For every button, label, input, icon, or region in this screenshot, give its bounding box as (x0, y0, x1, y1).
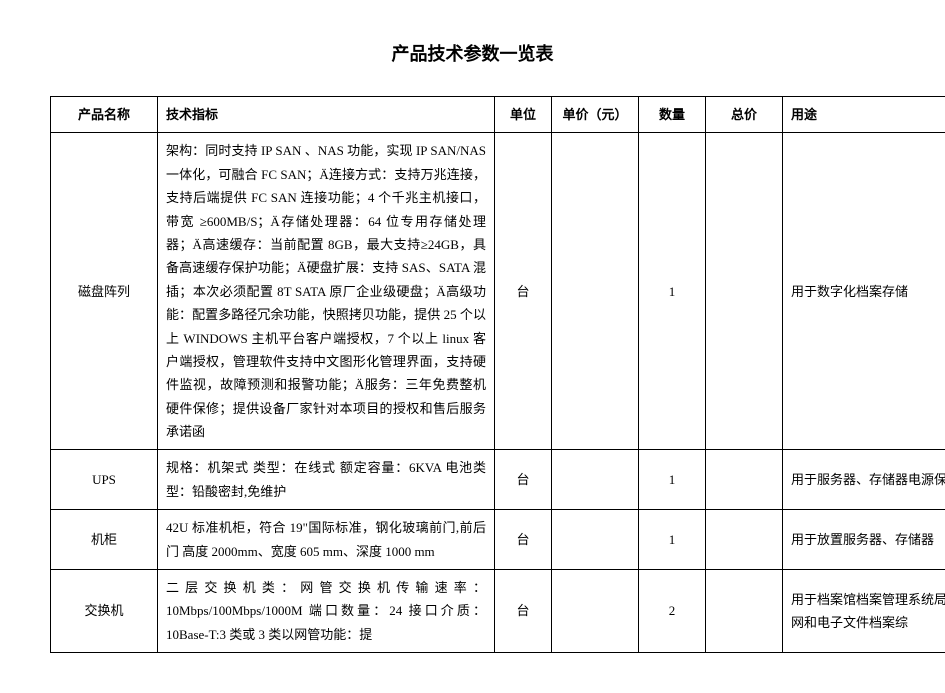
cell-name: 交换机 (51, 570, 158, 653)
table-row: 磁盘阵列 架构：同时支持 IP SAN 、NAS 功能，实现 IP SAN/NA… (51, 133, 945, 450)
cell-price (552, 450, 639, 510)
cell-name: UPS (51, 450, 158, 510)
table-row: 机柜 42U 标准机柜，符合 19"国际标准，钢化玻璃前门,前后门 高度 200… (51, 510, 945, 570)
col-header-price: 单价（元） (552, 97, 639, 133)
cell-qty: 1 (639, 450, 706, 510)
cell-price (552, 510, 639, 570)
cell-qty: 1 (639, 133, 706, 450)
col-header-use: 用途 (783, 97, 945, 133)
cell-use: 用于档案馆档案管理系统局域网和电子文件档案综 (783, 570, 945, 653)
table-row: 交换机 二层交换机类：网管交换机传输速率：10Mbps/100Mbps/1000… (51, 570, 945, 653)
spec-table: 产品名称 技术指标 单位 单价（元） 数量 总价 用途 磁盘阵列 架构：同时支持… (50, 96, 945, 653)
cell-total (706, 510, 783, 570)
col-header-spec: 技术指标 (158, 97, 495, 133)
cell-unit: 台 (495, 133, 552, 450)
col-header-unit: 单位 (495, 97, 552, 133)
cell-total (706, 133, 783, 450)
cell-price (552, 133, 639, 450)
page-title: 产品技术参数一览表 (50, 40, 895, 66)
cell-use: 用于数字化档案存储 (783, 133, 945, 450)
col-header-total: 总价 (706, 97, 783, 133)
cell-spec: 规格：机架式 类型：在线式 额定容量：6KVA 电池类型：铅酸密封,免维护 (158, 450, 495, 510)
cell-total (706, 570, 783, 653)
table-row: UPS 规格：机架式 类型：在线式 额定容量：6KVA 电池类型：铅酸密封,免维… (51, 450, 945, 510)
cell-use: 用于放置服务器、存储器 (783, 510, 945, 570)
cell-name: 磁盘阵列 (51, 133, 158, 450)
cell-price (552, 570, 639, 653)
cell-use: 用于服务器、存储器电源保障 (783, 450, 945, 510)
cell-unit: 台 (495, 450, 552, 510)
cell-unit: 台 (495, 570, 552, 653)
cell-unit: 台 (495, 510, 552, 570)
cell-spec: 二层交换机类：网管交换机传输速率：10Mbps/100Mbps/1000M 端口… (158, 570, 495, 653)
table-header-row: 产品名称 技术指标 单位 单价（元） 数量 总价 用途 (51, 97, 945, 133)
col-header-qty: 数量 (639, 97, 706, 133)
cell-qty: 1 (639, 510, 706, 570)
cell-name: 机柜 (51, 510, 158, 570)
cell-spec: 42U 标准机柜，符合 19"国际标准，钢化玻璃前门,前后门 高度 2000mm… (158, 510, 495, 570)
cell-total (706, 450, 783, 510)
col-header-name: 产品名称 (51, 97, 158, 133)
cell-spec: 架构：同时支持 IP SAN 、NAS 功能，实现 IP SAN/NAS 一体化… (158, 133, 495, 450)
cell-qty: 2 (639, 570, 706, 653)
